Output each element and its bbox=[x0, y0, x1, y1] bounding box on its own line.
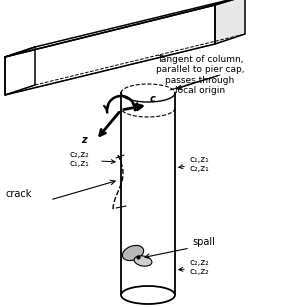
Text: spall: spall bbox=[192, 237, 215, 247]
Ellipse shape bbox=[122, 245, 143, 261]
Text: c₂,z₂: c₂,z₂ bbox=[69, 150, 89, 159]
Ellipse shape bbox=[121, 286, 175, 304]
Ellipse shape bbox=[134, 256, 152, 266]
Polygon shape bbox=[121, 93, 175, 295]
Polygon shape bbox=[5, 0, 245, 57]
Text: c: c bbox=[150, 94, 156, 104]
Text: c₁,z₂: c₁,z₂ bbox=[189, 267, 209, 276]
Text: crack: crack bbox=[5, 189, 31, 199]
Text: Tangent of column,
parallel to pier cap,
passes through
local origin: Tangent of column, parallel to pier cap,… bbox=[156, 55, 244, 95]
Text: c₂,z₁: c₂,z₁ bbox=[189, 164, 209, 173]
Text: c₁,z₁: c₁,z₁ bbox=[189, 155, 209, 164]
Text: c₂,z₂: c₂,z₂ bbox=[189, 258, 209, 267]
Polygon shape bbox=[5, 5, 215, 95]
Polygon shape bbox=[215, 0, 245, 44]
Polygon shape bbox=[5, 47, 35, 95]
Text: c₁,z₁: c₁,z₁ bbox=[69, 159, 89, 168]
Text: z: z bbox=[81, 135, 87, 145]
